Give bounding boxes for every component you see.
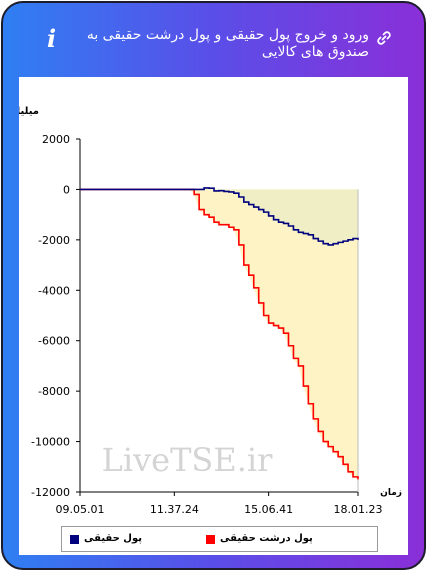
y-tick-label: -8000 bbox=[38, 385, 70, 398]
y-axis-label: میلیارد تومان bbox=[19, 106, 39, 117]
card-header: i ورود و خروج پول حقیقی و پول درشت حقیقی… bbox=[3, 3, 424, 75]
x-axis-label: زمان bbox=[380, 488, 402, 498]
area-fill-series2 bbox=[80, 189, 358, 480]
y-tick-label: -10000 bbox=[31, 436, 70, 449]
chart-card: i ورود و خروج پول حقیقی و پول درشت حقیقی… bbox=[1, 1, 426, 570]
legend-label-series1: پول حقیقی bbox=[84, 533, 142, 544]
x-tick-label: 09.05.01 bbox=[56, 503, 105, 516]
legend-label-series2: پول درشت حقیقی bbox=[220, 533, 313, 544]
x-tick-label: 11.37.24 bbox=[150, 503, 199, 516]
y-tick-label: 2000 bbox=[42, 133, 70, 146]
chart-svg: 2000 0 -2000 -4000 -6000 -8000 -10000 -12000 09.… bbox=[19, 106, 402, 516]
info-icon[interactable]: i bbox=[47, 24, 57, 53]
x-tick-label: 18.01.23 bbox=[334, 503, 383, 516]
legend: پول حقیقی پول درشت حقیقی bbox=[61, 526, 378, 552]
y-tick-label: 0 bbox=[63, 183, 70, 196]
area-fill-series1 bbox=[80, 187, 358, 245]
x-tick-label: 15.06.41 bbox=[244, 503, 293, 516]
watermark: LiveTSE.ir bbox=[102, 441, 274, 479]
chart-panel: 2000 0 -2000 -4000 -6000 -8000 -10000 -12000 09.… bbox=[19, 77, 408, 555]
legend-swatch-series1 bbox=[70, 535, 79, 544]
series-line-series1 bbox=[80, 187, 359, 246]
legend-swatch-series2 bbox=[206, 535, 215, 544]
y-tick-label: -12000 bbox=[31, 486, 70, 499]
link-icon[interactable] bbox=[375, 29, 393, 47]
y-tick-label: -6000 bbox=[38, 335, 70, 348]
y-tick-label: -4000 bbox=[38, 284, 70, 297]
chart-title: ورود و خروج پول حقیقی و پول درشت حقیقی ب… bbox=[86, 27, 369, 60]
y-tick-label: -2000 bbox=[38, 234, 70, 247]
